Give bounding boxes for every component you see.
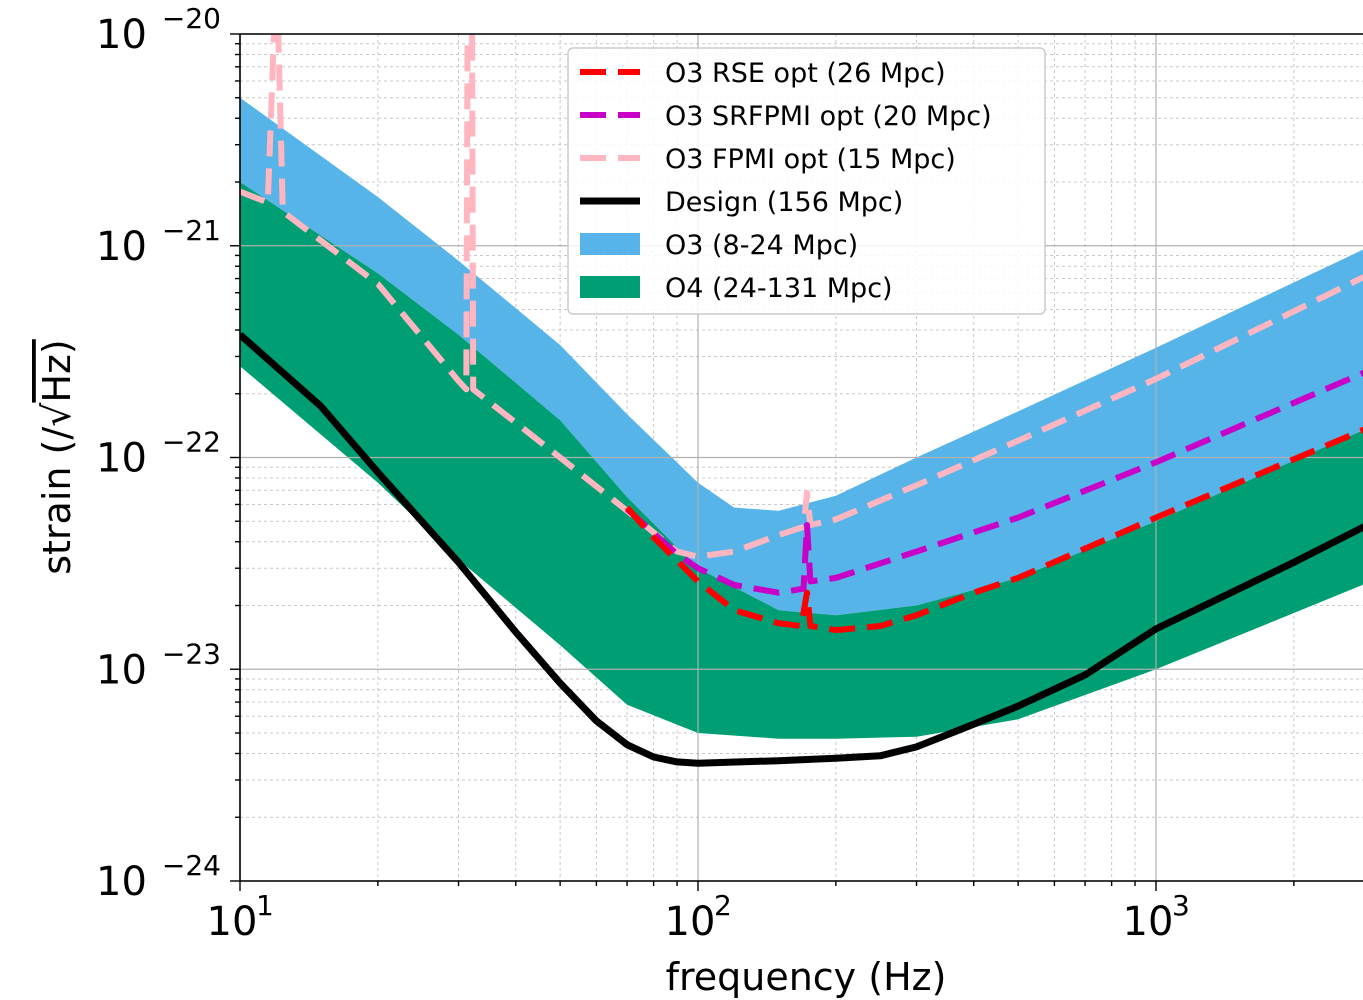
legend-box [567,47,1046,315]
x-tick-label: 101 [207,889,274,945]
y-axis-label-prefix: strain (/ [35,427,79,575]
y-tick-label-base: 10 [96,436,147,482]
svg-text:strain (/√Hz): strain (/√Hz) [35,339,79,575]
series-o3-rse-opt-26-mpc [624,426,1363,634]
legend-swatch [580,276,640,298]
x-tick-label-exponent: 3 [1172,889,1190,922]
x-tick-label: 103 [1123,889,1190,945]
y-axis-label-root: √ [35,402,79,427]
y-tick-label: 10 −23 [96,637,221,693]
legend-item-design-156-mpc: Design (156 Mpc) [580,187,903,218]
legend: O3 RSE opt (26 Mpc) O3 SRFPMI opt (20 Mpc… [567,47,1046,315]
x-tick-label: 102 [665,889,732,945]
x-tick-label-base: 10 [207,899,258,945]
legend-item-o3-8-24-mpc: O3 (8-24 Mpc) [580,230,858,261]
y-tick-label: 10 −24 [96,849,221,905]
x-tick-label-exponent: 2 [714,889,732,922]
y-tick-label-exponent: −23 [162,637,221,670]
y-tick-label-base: 10 [96,224,147,270]
band-o4-24-131-mpc [240,182,1363,739]
bands-layer [240,97,1363,739]
y-tick-label-base: 10 [96,859,147,905]
legend-item-o4-24-131-mpc: O4 (24-131 Mpc) [580,273,893,304]
band-o3-8-24-mpc [240,97,1363,616]
series-layer [240,34,1363,767]
y-tick-label-base: 10 [96,647,147,693]
x-axis-label: frequency (Hz) [666,955,947,999]
legend-label: Design (156 Mpc) [665,187,903,218]
y-tick-label-exponent: −20 [162,2,221,35]
legend-label: O3 (8-24 Mpc) [665,230,858,261]
x-tick-label-exponent: 1 [256,889,274,922]
y-axis-label-unit: Hz) [35,339,79,402]
x-tick-label-base: 10 [1123,899,1174,945]
axes-layer [230,33,1363,891]
legend-item-o3-srfpmi-opt-20-mpc: O3 SRFPMI opt (20 Mpc) [580,101,992,132]
legend-label: O3 FPMI opt (15 Mpc) [665,144,956,175]
y-tick-label-base: 10 [96,12,147,58]
x-tick-label-base: 10 [665,899,716,945]
legend-label: O3 RSE opt (26 Mpc) [665,58,946,89]
legend-swatch [580,233,640,255]
y-tick-label: 10 −22 [96,426,221,482]
y-tick-label: 10 −21 [96,214,221,270]
series-o3-srfpmi-opt-20-mpc [625,369,1363,596]
y-tick-label-exponent: −22 [162,426,221,459]
legend-label: O3 SRFPMI opt (20 Mpc) [665,101,992,132]
legend-item-o3-rse-opt-26-mpc: O3 RSE opt (26 Mpc) [580,58,946,89]
y-tick-label-exponent: −24 [162,849,221,882]
y-axis-label: strain (/√Hz) [35,339,79,575]
legend-label: O4 (24-131 Mpc) [665,273,893,304]
y-tick-label-exponent: −21 [162,214,221,247]
series-design-156-mpc [240,332,1363,767]
legend-item-o3-fpmi-opt-15-mpc: O3 FPMI opt (15 Mpc) [580,144,956,175]
y-tick-label: 10 −20 [96,2,221,58]
